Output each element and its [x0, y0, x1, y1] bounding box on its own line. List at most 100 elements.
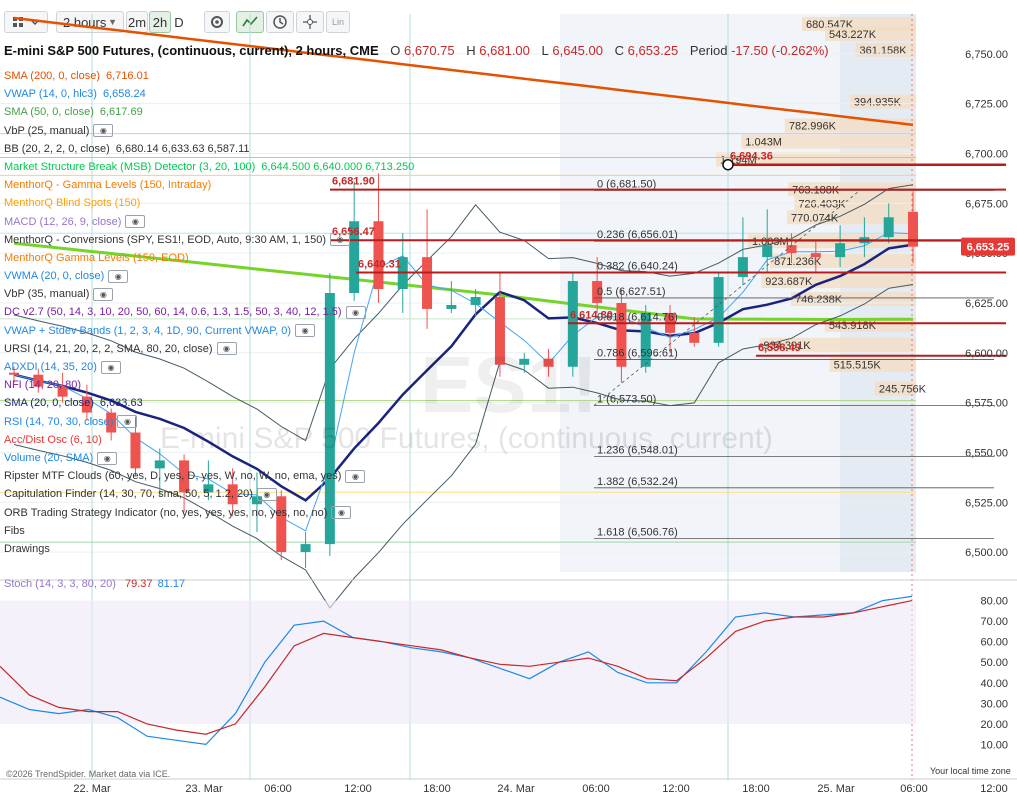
legend-orb[interactable]: ORB Trading Strategy Indicator (no, yes,… [4, 504, 414, 522]
legend-msb[interactable]: Market Structure Break (MSB) Detector (3… [4, 158, 414, 176]
candle-body[interactable] [300, 544, 311, 553]
legend-ripster[interactable]: Ripster MTF Clouds (60, yes, D, yes, D, … [4, 467, 414, 485]
candle-body[interactable] [349, 221, 360, 293]
candle-body[interactable] [592, 281, 603, 303]
candle-body[interactable] [737, 257, 748, 278]
legend-blind-spots[interactable]: MenthorQ Blind Spots (150) [4, 194, 414, 212]
stoch-axis-tick: 60.00 [980, 637, 1008, 649]
candle-body[interactable] [9, 372, 19, 375]
candle-body[interactable] [227, 484, 238, 505]
candle-body[interactable] [883, 217, 894, 238]
crosshair-button[interactable] [296, 11, 324, 33]
candle-body[interactable] [154, 460, 165, 469]
candle-body[interactable] [640, 312, 651, 367]
legend-rsi[interactable]: RSI (14, 70, 30, close) ◉ [4, 413, 414, 431]
interval-2m-button[interactable]: 2m [126, 11, 148, 33]
line-chart-icon [242, 16, 258, 27]
x-axis-label: 18:00 [742, 783, 770, 795]
eye-icon[interactable]: ◉ [345, 469, 366, 483]
candle-body[interactable] [179, 460, 190, 493]
candle-body[interactable] [908, 211, 918, 247]
candle-body[interactable] [446, 304, 457, 309]
interval-d-button[interactable]: D [172, 11, 186, 33]
candle-body[interactable] [81, 396, 92, 413]
legend-bb[interactable]: BB (20, 2, 2, 0, close) 6,680.14 6,633.63… [4, 140, 414, 158]
eye-icon[interactable]: ◉ [125, 215, 146, 229]
eye-icon[interactable]: ◉ [256, 487, 277, 501]
legend-gamma-intraday[interactable]: MenthorQ - Gamma Levels (150, Intraday) [4, 176, 414, 194]
eye-icon[interactable]: ◉ [295, 324, 316, 338]
candle-body[interactable] [689, 332, 700, 343]
legend-label: SMA (50, 0, close) [4, 106, 94, 119]
eye-icon[interactable]: ◉ [331, 506, 352, 520]
eye-icon[interactable]: ◉ [330, 233, 351, 247]
candle-body[interactable] [810, 253, 821, 258]
eye-icon[interactable]: ◉ [93, 287, 114, 301]
legend-vbp-25[interactable]: VbP (25, manual) ◉ [4, 122, 414, 140]
eye-icon[interactable]: ◉ [108, 269, 129, 283]
legend-dc[interactable]: DC v2.7 (50, 14, 3, 10, 20, 50, 60, 14, … [4, 303, 414, 321]
high-label: H [466, 43, 476, 58]
eye-icon[interactable]: ◉ [117, 415, 138, 429]
legend-label: DC v2.7 (50, 14, 3, 10, 20, 50, 60, 14, … [4, 306, 342, 319]
legend-acc-dist[interactable]: Acc/Dist Osc (6, 10) [4, 431, 414, 449]
legend-volume[interactable]: Volume (20, SMA) ◉ [4, 449, 414, 467]
scale-lin-button[interactable]: Lin [326, 11, 350, 33]
candle-body[interactable] [422, 257, 433, 309]
level-anchor-marker[interactable] [722, 158, 734, 171]
candle-body[interactable] [762, 245, 773, 258]
candle-body[interactable] [543, 358, 554, 367]
volume-profile-label: 245.756K [879, 384, 927, 396]
candle-body[interactable] [470, 296, 481, 305]
legend-vbp-35[interactable]: VbP (35, manual) ◉ [4, 285, 414, 303]
replay-button[interactable] [266, 11, 294, 33]
legend-nfi[interactable]: NFI (14, 20, 80) [4, 376, 414, 394]
interval-2h-button[interactable]: 2h [149, 11, 171, 33]
legend-ursi[interactable]: URSI (14, 21, 20, 2, 2, SMA, 80, 20, clo… [4, 340, 414, 358]
legend-sma-50[interactable]: SMA (50, 0, close) 6,617.69 [4, 103, 414, 121]
candle-body[interactable] [616, 302, 627, 367]
legend-label: Fibs [4, 524, 25, 537]
last-price-tag[interactable] [961, 237, 1015, 256]
legend-gamma-eod[interactable]: MenthorQ Gamma Levels (150, EOD) [4, 249, 414, 267]
eye-icon[interactable]: ◉ [93, 124, 114, 138]
candle-body[interactable] [494, 296, 505, 365]
legend-vwap-bands[interactable]: VWAP + Stdev Bands (1, 2, 3, 4, 1D, 90, … [4, 322, 414, 340]
candle-body[interactable] [106, 412, 117, 433]
candle-body[interactable] [57, 386, 68, 397]
eye-icon[interactable]: ◉ [345, 306, 366, 320]
eye-icon[interactable]: ◉ [97, 451, 118, 465]
candle-body[interactable] [835, 243, 846, 258]
x-axis-label: 12:00 [980, 783, 1008, 795]
legend-label: Drawings [4, 542, 50, 555]
legend-adxdi[interactable]: ADXDI (14, 35, 20) ◉ [4, 358, 414, 376]
legend-vwap[interactable]: VWAP (14, 0, hlc3) 6,658.24 [4, 85, 414, 103]
candle-body[interactable] [786, 245, 797, 254]
legend-conversions[interactable]: MenthorQ - Conversions (SPY, ES1!, EOD, … [4, 231, 414, 249]
candle-body[interactable] [130, 432, 141, 469]
settings-button[interactable] [204, 11, 230, 33]
eye-icon[interactable]: ◉ [100, 360, 121, 374]
legend-label: VbP (35, manual) [4, 288, 90, 301]
volume-profile-bar [829, 357, 916, 372]
candle-body[interactable] [373, 221, 384, 290]
legend-sma-20[interactable]: SMA (20, 0, close) 6,633.63 [4, 394, 414, 412]
legend-vwma[interactable]: VWMA (20, 0, close) ◉ [4, 267, 414, 285]
eye-icon[interactable]: ◉ [216, 342, 237, 356]
legend-sma-200[interactable]: SMA (200, 0, close) 6,716.01 [4, 67, 414, 85]
stoch-axis-tick: 80.00 [980, 596, 1008, 608]
candle-body[interactable] [203, 484, 214, 493]
legend-label: ADXDI (14, 35, 20) [4, 361, 97, 373]
stoch-label[interactable]: Stoch (14, 3, 3, 80, 20) [4, 578, 116, 590]
candle-body[interactable] [33, 374, 44, 387]
candle-body[interactable] [276, 496, 287, 553]
legend-capitulation[interactable]: Capitulation Finder (14, 30, 70, sma, 50… [4, 485, 414, 503]
legend-fibs[interactable]: Fibs [4, 522, 414, 540]
candle-body[interactable] [519, 358, 530, 365]
candle-body[interactable] [324, 293, 335, 545]
legend-drawings[interactable]: Drawings [4, 540, 414, 558]
volume-profile-label: 515.515K [834, 360, 882, 372]
candle-body[interactable] [713, 277, 724, 343]
legend-macd[interactable]: MACD (12, 26, 9, close) ◉ [4, 213, 414, 231]
